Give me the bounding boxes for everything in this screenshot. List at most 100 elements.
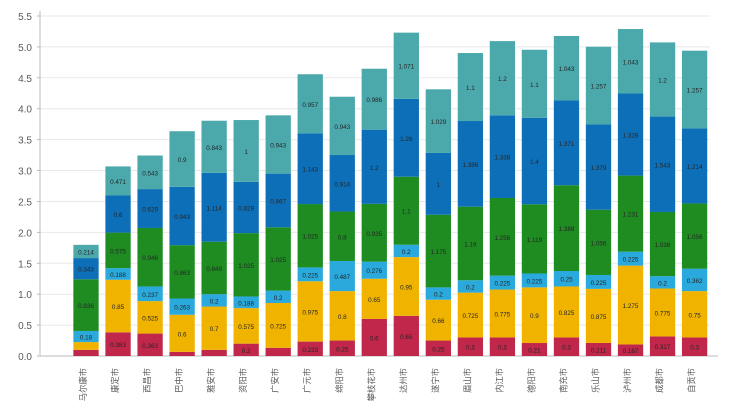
svg-text:0.362: 0.362 (687, 278, 703, 285)
svg-text:0.863: 0.863 (174, 270, 190, 277)
svg-text:0.629: 0.629 (142, 207, 158, 214)
svg-text:1.025: 1.025 (238, 263, 254, 270)
svg-text:攀枝花市: 攀枝花市 (366, 368, 376, 401)
svg-text:0.237: 0.237 (142, 292, 158, 299)
svg-text:雅安市: 雅安市 (206, 368, 216, 393)
svg-text:0.21: 0.21 (528, 348, 541, 355)
svg-text:1.26: 1.26 (400, 136, 413, 143)
svg-text:1.2: 1.2 (658, 77, 667, 84)
svg-text:1.338: 1.338 (495, 155, 511, 162)
svg-text:0.225: 0.225 (623, 257, 639, 264)
svg-text:0.829: 0.829 (238, 205, 254, 212)
svg-text:遂宁市: 遂宁市 (430, 368, 440, 393)
svg-text:1.043: 1.043 (623, 59, 639, 66)
svg-text:0.6: 0.6 (370, 335, 379, 342)
svg-text:0.2: 0.2 (210, 298, 219, 305)
svg-text:1.4: 1.4 (530, 159, 539, 166)
svg-text:0.525: 0.525 (142, 315, 158, 322)
svg-text:0.25: 0.25 (336, 346, 349, 353)
svg-text:0.543: 0.543 (142, 170, 158, 177)
svg-text:1.071: 1.071 (398, 64, 414, 71)
svg-text:0.8: 0.8 (338, 314, 347, 321)
svg-text:0.225: 0.225 (591, 280, 607, 287)
svg-text:0.487: 0.487 (334, 274, 350, 281)
svg-text:0.943: 0.943 (270, 142, 286, 149)
svg-text:0.263: 0.263 (174, 305, 190, 312)
svg-text:马尔康市: 马尔康市 (78, 368, 88, 401)
svg-text:达州市: 达州市 (398, 368, 408, 393)
svg-text:乐山市: 乐山市 (591, 368, 601, 393)
svg-text:0.188: 0.188 (110, 272, 126, 279)
svg-text:0.775: 0.775 (495, 312, 511, 319)
svg-text:1.1: 1.1 (402, 209, 411, 216)
svg-text:5.5: 5.5 (18, 12, 32, 23)
svg-text:1.175: 1.175 (430, 249, 446, 256)
svg-text:自贡市: 自贡市 (687, 368, 697, 393)
svg-text:0.575: 0.575 (110, 248, 126, 255)
svg-text:0.343: 0.343 (78, 267, 94, 274)
svg-text:0.914: 0.914 (334, 181, 350, 188)
svg-text:1.2: 1.2 (370, 165, 379, 172)
svg-text:0.875: 0.875 (591, 314, 607, 321)
svg-text:0.943: 0.943 (174, 214, 190, 221)
svg-text:0.188: 0.188 (238, 300, 254, 307)
svg-text:1: 1 (437, 182, 441, 189)
svg-text:1.256: 1.256 (495, 235, 511, 242)
svg-text:0.383: 0.383 (110, 342, 126, 349)
svg-text:1.025: 1.025 (302, 234, 318, 241)
svg-text:0.946: 0.946 (142, 255, 158, 262)
svg-text:5.0: 5.0 (18, 43, 32, 54)
svg-text:1.1: 1.1 (530, 82, 539, 89)
svg-text:0.5: 0.5 (18, 321, 32, 332)
svg-text:0.66: 0.66 (432, 318, 445, 325)
svg-text:1.119: 1.119 (527, 237, 543, 244)
svg-text:0.986: 0.986 (366, 97, 382, 104)
svg-text:资阳市: 资阳市 (238, 368, 248, 393)
svg-text:1.379: 1.379 (591, 165, 607, 172)
svg-text:0.317: 0.317 (655, 344, 671, 351)
svg-text:0.836: 0.836 (78, 303, 94, 310)
svg-text:0.8: 0.8 (338, 234, 347, 241)
svg-text:0.943: 0.943 (334, 124, 350, 131)
svg-text:1.214: 1.214 (687, 164, 703, 171)
svg-text:0.3: 0.3 (690, 345, 699, 352)
svg-text:南充市: 南充市 (558, 368, 568, 393)
svg-text:0.75: 0.75 (688, 312, 701, 319)
svg-text:0.3: 0.3 (562, 345, 571, 352)
svg-text:内江市: 内江市 (494, 368, 504, 393)
svg-text:1.5: 1.5 (18, 259, 32, 270)
svg-text:0.9: 0.9 (530, 313, 539, 320)
svg-text:0.471: 0.471 (110, 179, 126, 186)
svg-text:0.18: 0.18 (80, 335, 93, 342)
svg-text:成都市: 成都市 (655, 368, 665, 393)
svg-text:0.825: 0.825 (559, 310, 575, 317)
svg-text:1.025: 1.025 (270, 257, 286, 264)
svg-text:1.543: 1.543 (655, 162, 671, 169)
svg-text:3.5: 3.5 (18, 136, 32, 147)
svg-text:0.211: 0.211 (591, 347, 607, 354)
svg-text:0.775: 0.775 (655, 310, 671, 317)
svg-text:0.25: 0.25 (432, 346, 445, 353)
svg-text:1.257: 1.257 (687, 88, 703, 95)
svg-text:1.257: 1.257 (591, 84, 607, 91)
svg-text:广安市: 广安市 (270, 368, 280, 393)
svg-text:1.029: 1.029 (430, 119, 446, 126)
svg-text:0.233: 0.233 (302, 347, 318, 354)
svg-text:1.388: 1.388 (559, 226, 575, 233)
svg-text:德阳市: 德阳市 (526, 368, 536, 393)
svg-text:0.3: 0.3 (498, 345, 507, 352)
svg-text:0.843: 0.843 (206, 145, 222, 152)
svg-text:0.2: 0.2 (274, 295, 283, 302)
svg-text:0.85: 0.85 (112, 304, 125, 311)
svg-text:4.0: 4.0 (18, 105, 32, 116)
svg-text:1.328: 1.328 (623, 133, 639, 140)
svg-text:巴中市: 巴中市 (174, 368, 184, 393)
svg-text:0.65: 0.65 (400, 334, 413, 341)
svg-text:2.0: 2.0 (18, 228, 32, 239)
svg-text:0.225: 0.225 (527, 278, 543, 285)
svg-text:0.725: 0.725 (270, 323, 286, 330)
svg-text:1.275: 1.275 (623, 303, 639, 310)
svg-text:绵阳市: 绵阳市 (334, 368, 344, 393)
svg-text:1.371: 1.371 (559, 141, 575, 148)
svg-text:0.575: 0.575 (238, 324, 254, 331)
